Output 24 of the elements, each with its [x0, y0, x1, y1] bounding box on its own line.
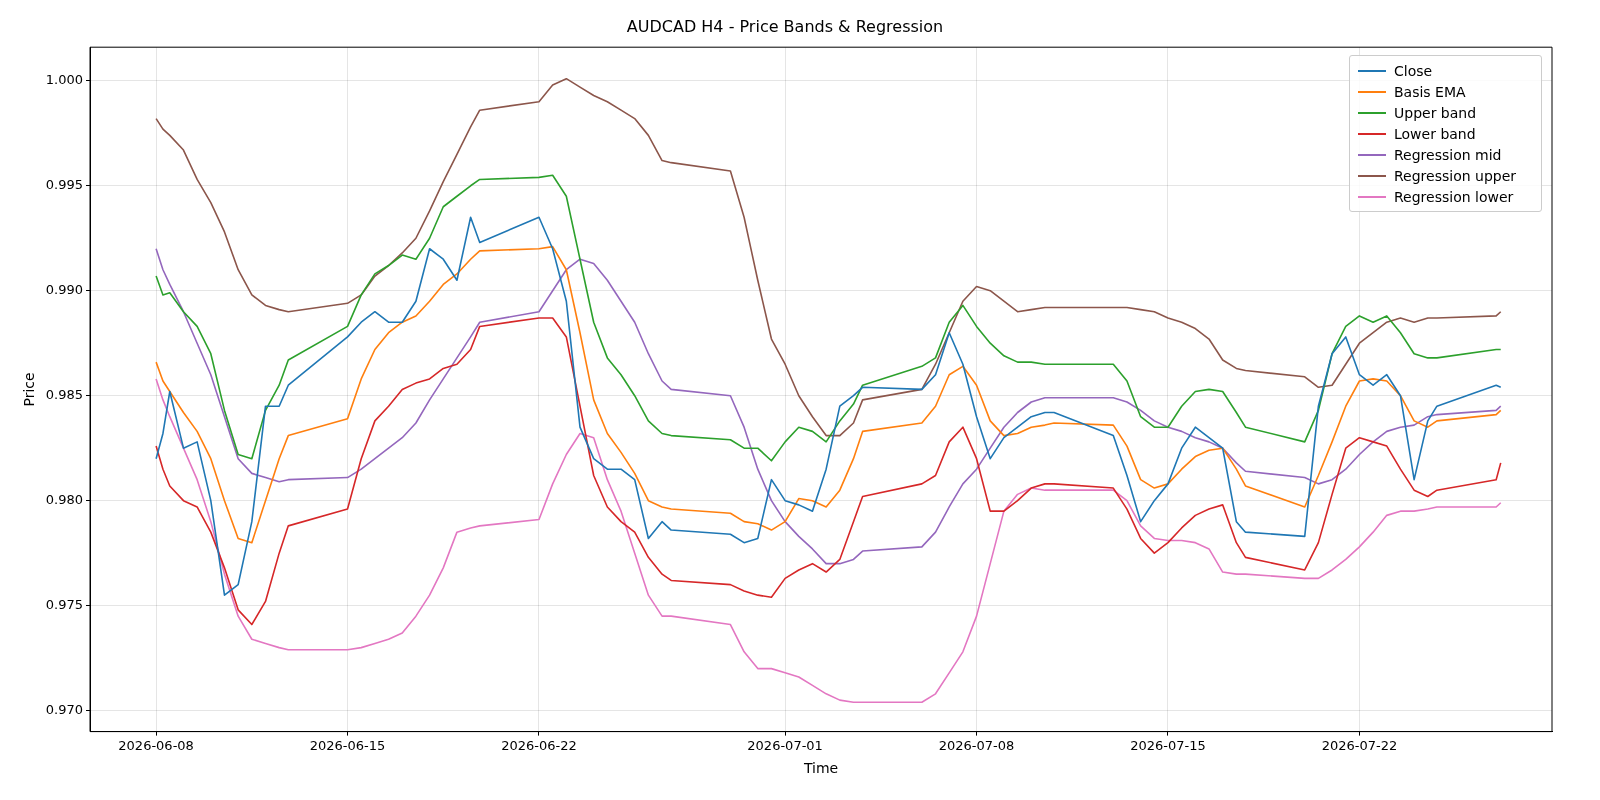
chart-title: AUDCAD H4 - Price Bands & Regression: [626, 16, 944, 36]
y-axis-title: Price: [21, 372, 38, 407]
y-tick-label: 0.980: [45, 492, 84, 508]
x-tick-label: 2026-07-01: [747, 737, 823, 753]
legend-label: Regression lower: [1394, 188, 1514, 205]
legend-label: Basis EMA: [1394, 83, 1466, 100]
y-tick-label: 0.990: [45, 282, 84, 298]
x-tick-label: 2026-07-22: [1321, 737, 1398, 753]
legend-label: Regression upper: [1394, 167, 1517, 184]
x-tick-label: 2026-07-08: [938, 737, 1015, 753]
y-tick-label: 0.970: [45, 701, 84, 717]
y-tick-label: 0.985: [45, 387, 84, 403]
x-tick-label: 2026-07-15: [1130, 737, 1206, 753]
y-tick-label: 0.995: [45, 177, 84, 193]
legend-label: Regression mid: [1394, 146, 1502, 163]
y-tick-label: 1.000: [45, 72, 84, 88]
y-tick-label: 0.975: [45, 597, 84, 613]
legend-label: Lower band: [1394, 125, 1476, 142]
legend-label: Close: [1394, 62, 1433, 79]
legend-label: Upper band: [1394, 104, 1477, 121]
x-tick-label: 2026-06-15: [309, 737, 386, 753]
x-tick-label: 2026-06-22: [501, 737, 577, 753]
x-axis-title: Time: [802, 760, 839, 777]
x-tick-label: 2026-06-08: [118, 737, 194, 753]
